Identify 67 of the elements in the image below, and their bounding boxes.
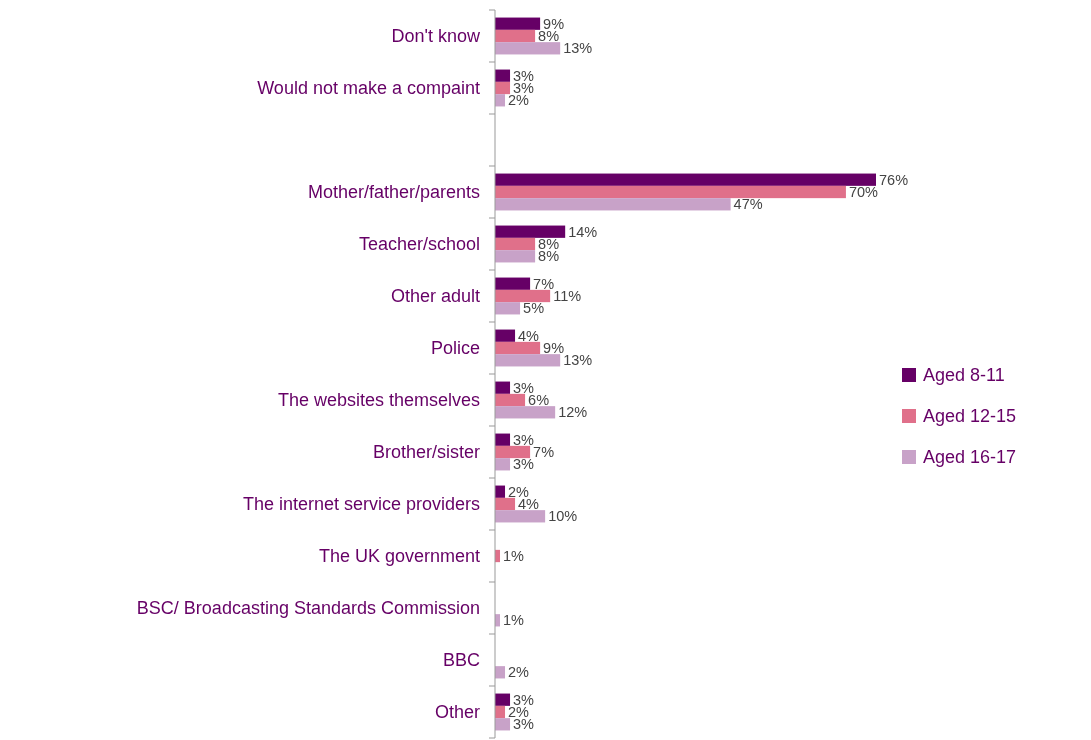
bar <box>495 185 846 199</box>
data-label: 13% <box>563 40 593 57</box>
bar <box>495 497 516 511</box>
data-label: 12% <box>558 404 588 421</box>
bar <box>495 458 511 471</box>
data-label: 9% <box>543 340 565 357</box>
bar <box>495 393 526 407</box>
bar <box>495 718 511 731</box>
data-label: 3% <box>513 67 535 84</box>
bar <box>495 510 546 523</box>
bar <box>495 433 511 446</box>
y-tick-label: The internet service providers <box>242 494 480 515</box>
bar <box>495 81 511 95</box>
legend-label: Aged 16-17 <box>923 447 1017 468</box>
bar <box>495 406 556 419</box>
y-tick-label: Brother/sister <box>372 442 480 463</box>
bar <box>495 17 541 30</box>
bar <box>495 69 511 82</box>
bar <box>495 445 531 459</box>
bar <box>495 302 521 315</box>
data-label: 3% <box>513 716 535 733</box>
bar <box>495 693 511 706</box>
legend-label: Aged 8-11 <box>923 365 1005 386</box>
bar <box>495 341 541 355</box>
bar <box>495 354 561 367</box>
data-label: 76% <box>879 171 909 188</box>
data-label: 3% <box>513 456 535 473</box>
data-label: 1% <box>503 612 525 629</box>
data-label: 14% <box>568 223 598 240</box>
data-label: 10% <box>548 508 578 525</box>
data-label: 7% <box>533 444 555 461</box>
y-tick-label: The websites themselves <box>277 390 480 411</box>
data-label: 70% <box>848 184 879 201</box>
bar <box>495 225 566 238</box>
bar <box>495 29 536 43</box>
data-label: 2% <box>508 92 530 109</box>
bar <box>495 42 561 55</box>
data-label: 47% <box>733 196 763 213</box>
data-label: 3% <box>513 431 535 448</box>
y-tick-label: BBC <box>442 650 480 671</box>
legend-label: Aged 12-15 <box>923 406 1017 427</box>
bar <box>495 329 516 342</box>
y-tick-label: Police <box>430 338 480 359</box>
bar <box>495 277 531 290</box>
data-label: 13% <box>563 352 593 369</box>
data-label: 5% <box>523 300 545 317</box>
bar <box>495 250 536 263</box>
data-label: 11% <box>553 288 582 305</box>
data-label: 2% <box>508 664 530 681</box>
bar <box>495 289 551 303</box>
y-tick-label: Mother/father/parents <box>307 182 480 203</box>
data-label: 8% <box>538 248 560 265</box>
data-label: 3% <box>513 691 535 708</box>
y-tick-label: Would not make a compaint <box>257 78 480 99</box>
data-label: 1% <box>503 548 525 565</box>
bar <box>495 173 876 186</box>
y-tick-label: Teacher/school <box>358 234 480 255</box>
y-tick-label: The UK government <box>318 546 480 567</box>
y-tick-label: Don't know <box>391 26 481 47</box>
y-tick-label: Other <box>434 702 480 723</box>
bar <box>495 381 511 394</box>
data-label: 4% <box>518 327 540 344</box>
data-label: 7% <box>533 275 555 292</box>
bar <box>495 198 731 211</box>
y-tick-label: BSC/ Broadcasting Standards Commission <box>136 598 480 619</box>
bar <box>495 237 536 251</box>
y-tick-label: Other adult <box>390 286 480 307</box>
